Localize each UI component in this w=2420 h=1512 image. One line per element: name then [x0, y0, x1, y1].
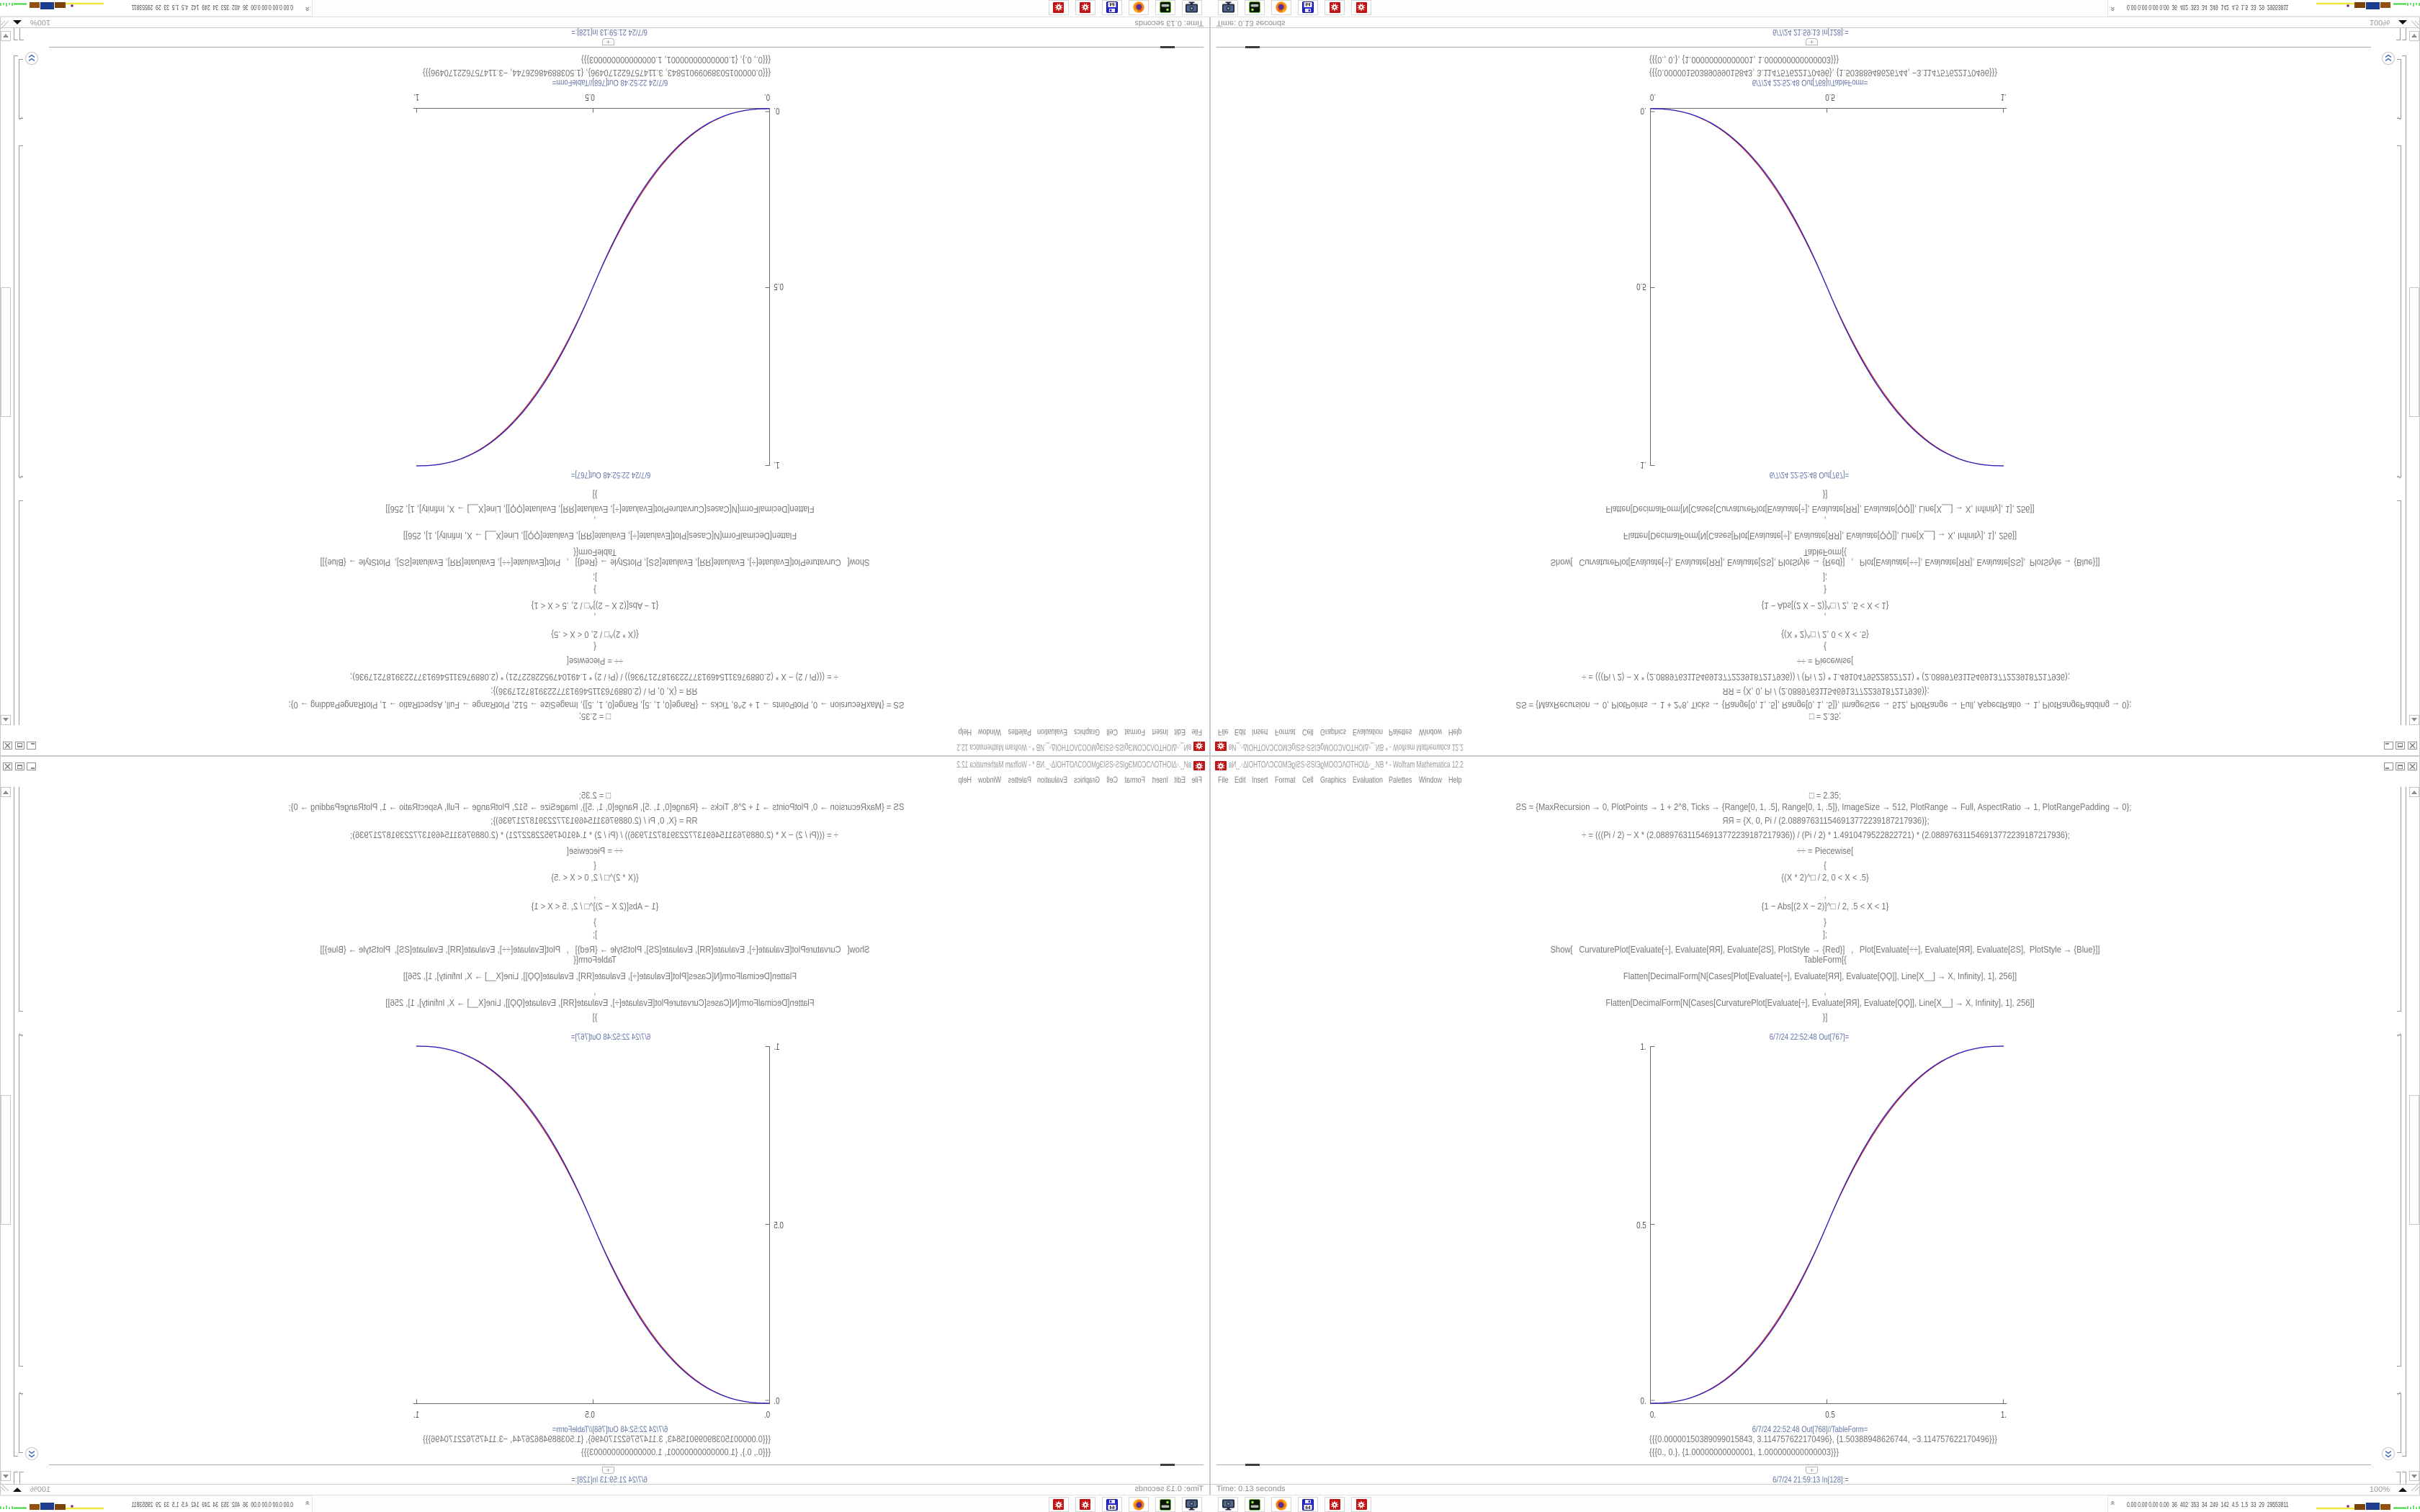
- svg-text:64: 64: [1109, 1506, 1115, 1511]
- svg-text:64: 64: [1305, 2, 1311, 7]
- svg-text:64: 64: [1305, 1506, 1311, 1511]
- svg-text:64: 64: [1109, 2, 1115, 7]
